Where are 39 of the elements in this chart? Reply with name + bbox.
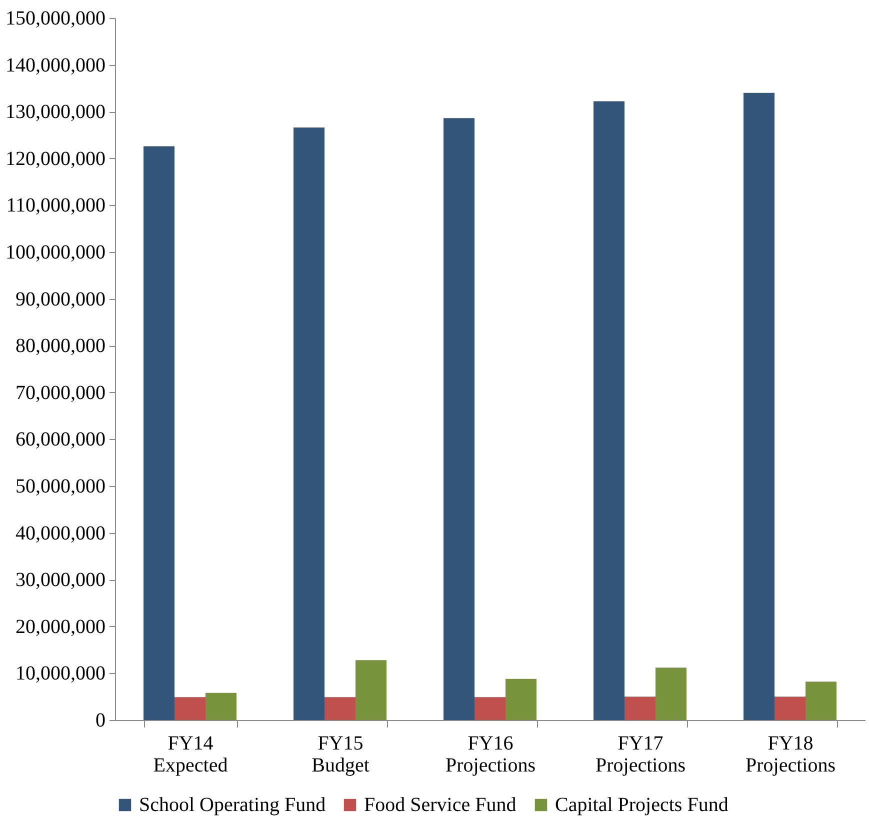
bar [594,101,624,720]
legend-label: Capital Projects Fund [555,794,728,816]
legend-label: School Operating Fund [139,794,326,816]
y-tick-label: 70,000,000 [16,382,106,404]
bar [474,697,506,720]
y-tick-label: 20,000,000 [16,616,106,638]
y-tick-label: 140,000,000 [6,54,106,76]
bar [806,682,836,720]
x-tick-label: FY15 Budget [312,732,370,776]
y-tick-label: 90,000,000 [16,288,106,310]
bar [744,92,774,720]
y-tick-label: 150,000,000 [6,8,106,30]
y-tick-label: 10,000,000 [16,662,106,685]
y-tick-label: 80,000,000 [16,335,106,358]
bar [174,697,206,720]
x-tick-label: FY16 Projections [446,732,536,776]
y-tick-label: 50,000,000 [16,476,106,498]
bar [144,146,174,720]
bar [444,118,474,720]
bar [774,696,806,720]
x-tick-label: FY14 Expected [153,732,228,776]
legend-label: Food Service Fund [364,794,516,816]
y-tick-label: 30,000,000 [16,569,106,592]
y-tick-label: 120,000,000 [6,148,106,170]
bar [656,668,686,720]
bar [324,697,356,720]
y-tick-label: 60,000,000 [16,428,106,451]
bar [506,678,536,720]
bar [356,660,386,720]
y-tick-label: 100,000,000 [6,242,106,264]
y-tick-label: 40,000,000 [16,522,106,544]
y-tick-label: 110,000,000 [6,194,106,217]
y-tick-label: 0 [96,710,106,732]
bar [294,128,324,720]
bar [624,696,656,720]
x-tick-label: FY18 Projections [746,732,836,776]
bar [206,692,236,720]
y-tick-label: 130,000,000 [6,101,106,124]
x-tick-label: FY17 Projections [596,732,686,776]
